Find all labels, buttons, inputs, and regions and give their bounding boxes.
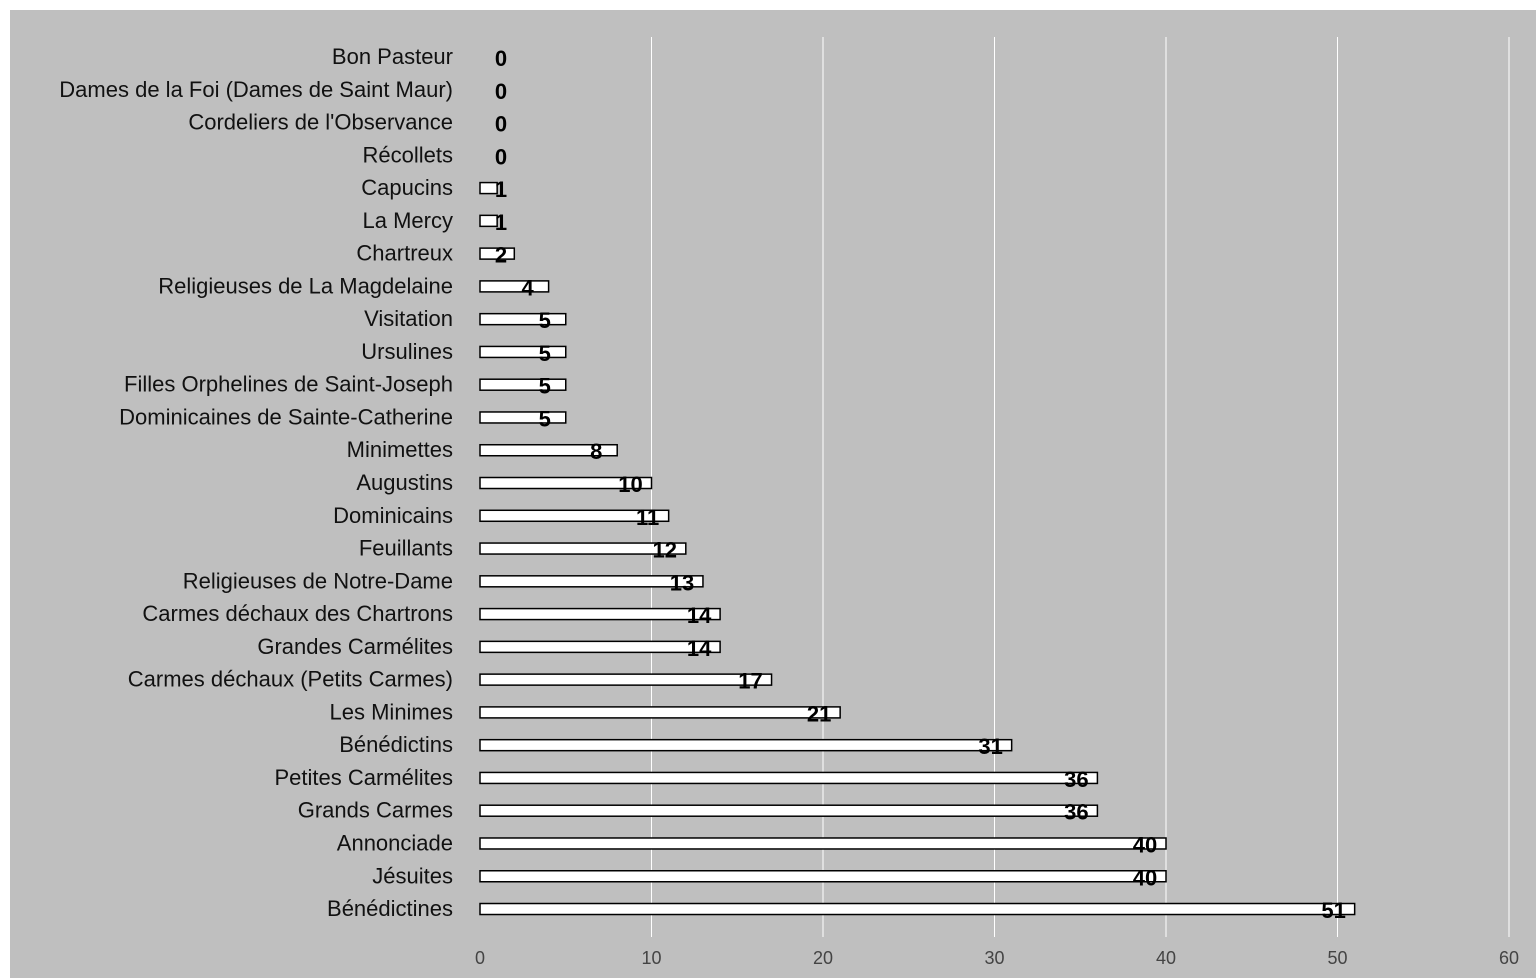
category-label: Chartreux: [356, 241, 453, 266]
bar: [479, 476, 653, 490]
bar: [479, 804, 1099, 817]
x-tick-label: 30: [984, 948, 1004, 968]
category-label: Grandes Carmélites: [257, 634, 453, 659]
bar: [479, 247, 516, 260]
category-label: Grands Carmes: [298, 798, 453, 823]
bar: [479, 214, 498, 228]
data-label: 5: [539, 308, 551, 333]
data-label: 0: [495, 79, 507, 104]
category-label: Bénédictines: [327, 896, 453, 921]
category-label: Religieuses de La Magdelaine: [158, 273, 453, 298]
bar: [479, 673, 773, 686]
data-label: 40: [1133, 832, 1157, 857]
data-label: 31: [978, 734, 1002, 759]
category-label: Filles Orphelines de Saint-Joseph: [124, 372, 453, 397]
gridlines: [651, 37, 1510, 937]
bar: [479, 509, 670, 523]
category-label: Dominicains: [333, 503, 453, 528]
bar-chart: Bon Pasteur Dames de la Foi (Dames de Sai…: [59, 37, 1519, 968]
data-label: 10: [618, 472, 642, 497]
category-label: Carmes déchaux des Chartrons: [142, 601, 453, 626]
bar: [479, 411, 567, 424]
bar: [479, 542, 687, 555]
category-label: Jésuites: [372, 863, 453, 888]
data-label: 0: [495, 144, 507, 169]
category-label: Bon Pasteur: [332, 44, 453, 69]
x-axis-tick-labels: 0 10 20 30 40 50 60: [475, 948, 1519, 968]
data-label: 5: [539, 341, 551, 366]
data-label: 40: [1133, 865, 1157, 890]
bar: [479, 870, 1167, 883]
data-label: 12: [653, 538, 677, 563]
data-label: 13: [670, 570, 694, 595]
category-label: La Mercy: [363, 208, 453, 233]
category-label: Carmes déchaux (Petits Carmes): [128, 667, 453, 692]
bar: [479, 607, 721, 621]
x-tick-label: 40: [1156, 948, 1176, 968]
data-label: 51: [1321, 898, 1345, 923]
data-labels: 0000112455558101112131414172131363640405…: [495, 46, 1346, 923]
data-label: 5: [539, 406, 551, 431]
data-label: 11: [636, 505, 659, 530]
bar: [479, 312, 567, 326]
bar: [479, 706, 841, 719]
x-tick-label: 50: [1327, 948, 1347, 968]
bar: [479, 902, 1356, 916]
category-label: Feuillants: [359, 536, 453, 561]
bar: [479, 280, 550, 293]
category-label: Bénédictins: [339, 732, 453, 757]
bar: [479, 771, 1099, 785]
data-label: 21: [807, 701, 831, 726]
category-label: Augustins: [356, 470, 453, 495]
bars: [479, 181, 1356, 916]
data-label: 2: [495, 243, 507, 268]
category-label: Les Minimes: [330, 699, 453, 724]
data-label: 4: [521, 275, 534, 300]
x-tick-label: 0: [475, 948, 485, 968]
bar: [479, 640, 721, 654]
bar: [479, 345, 567, 359]
data-label: 8: [590, 439, 602, 464]
data-label: 5: [539, 374, 551, 399]
category-label: Dames de la Foi (Dames de Saint Maur): [59, 77, 453, 102]
x-tick-label: 10: [641, 948, 661, 968]
data-label: 14: [687, 636, 712, 661]
x-tick-label: 20: [813, 948, 833, 968]
bar: [479, 575, 704, 588]
bar: [479, 443, 618, 457]
category-label: Capucins: [361, 175, 453, 200]
chart-area: Bon Pasteur Dames de la Foi (Dames de Sai…: [10, 10, 1536, 978]
bar: [479, 378, 567, 391]
category-label: Récollets: [363, 142, 453, 167]
category-label: Cordeliers de l'Observance: [188, 110, 453, 135]
data-label: 0: [495, 112, 507, 137]
category-label: Visitation: [364, 306, 453, 331]
bar: [479, 738, 1013, 752]
category-label: Religieuses de Notre-Dame: [183, 568, 453, 593]
data-label: 36: [1064, 800, 1088, 825]
data-label: 17: [738, 669, 762, 694]
category-label: Dominicaines de Sainte-Catherine: [119, 404, 453, 429]
category-label: Petites Carmélites: [274, 765, 453, 790]
data-label: 36: [1064, 767, 1088, 792]
category-label: Minimettes: [347, 437, 453, 462]
category-labels: Bon Pasteur Dames de la Foi (Dames de Sai…: [59, 44, 453, 921]
data-label: 1: [495, 177, 507, 202]
category-label: Ursulines: [361, 339, 453, 364]
data-label: 0: [495, 46, 507, 71]
bar: [479, 181, 498, 195]
data-label: 1: [495, 210, 507, 235]
data-label: 14: [687, 603, 712, 628]
bar: [479, 837, 1167, 850]
x-tick-label: 60: [1499, 948, 1519, 968]
category-label: Annonciade: [337, 830, 453, 855]
